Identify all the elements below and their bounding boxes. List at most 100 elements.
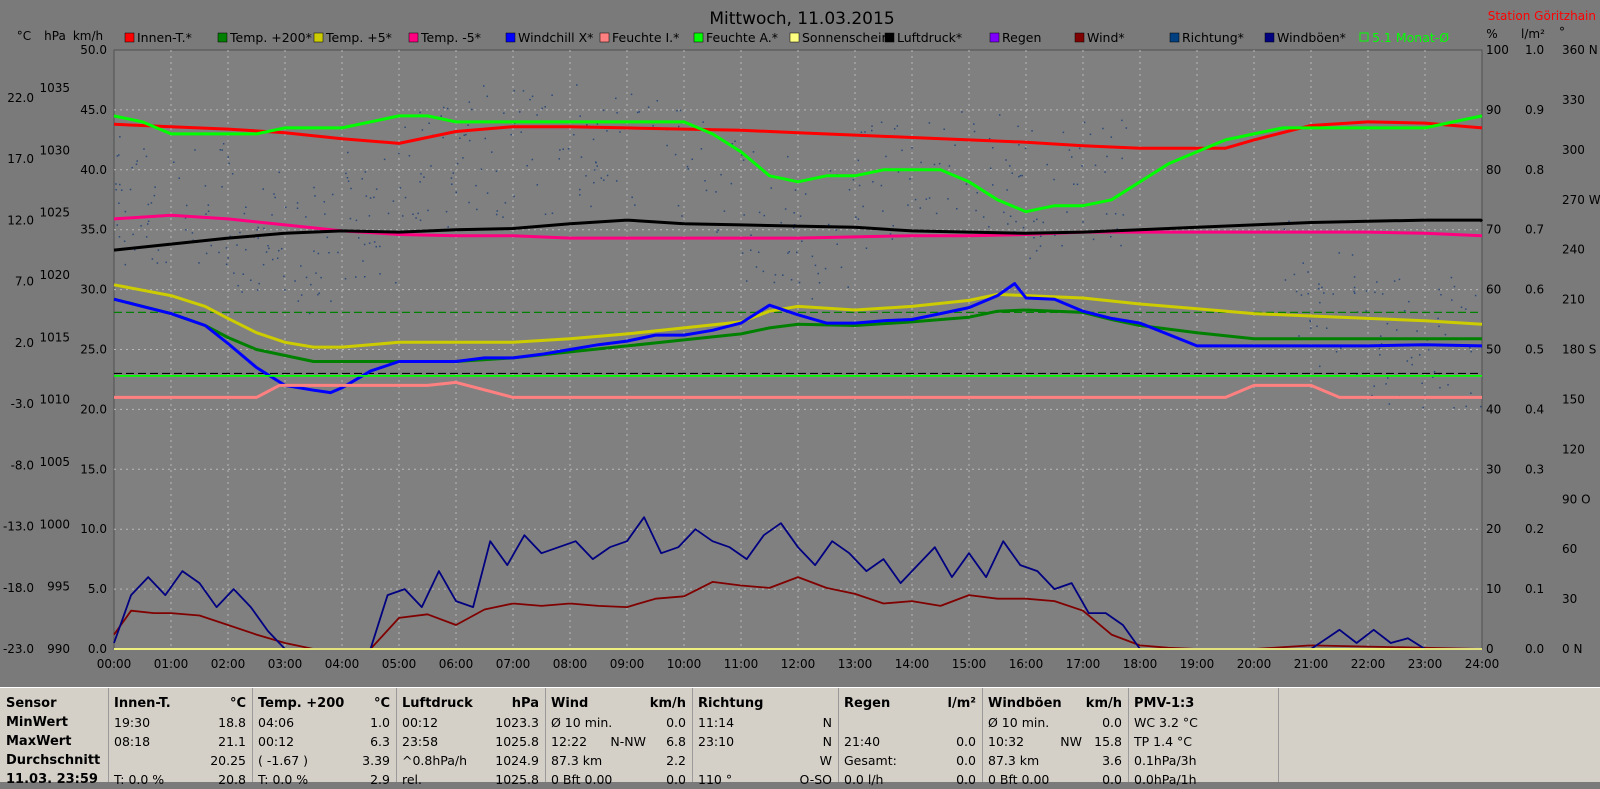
stats-cell-row: 11:14 N: [698, 713, 832, 732]
direction-dot: [330, 300, 332, 302]
direction-dot: [1379, 335, 1382, 337]
direction-dot: [1009, 165, 1011, 167]
direction-dot: [225, 263, 228, 266]
stats-cell-time: T: 0.0 %: [258, 772, 309, 787]
direction-dot: [745, 280, 748, 282]
stats-column-unit: l/m²: [947, 696, 976, 711]
direction-dot: [140, 225, 142, 227]
direction-dot: [741, 252, 744, 254]
axis-tick-label: 100: [1486, 43, 1509, 57]
direction-dot: [136, 160, 138, 162]
direction-dot: [194, 149, 196, 151]
stats-column-header: Luftdruck hPa: [402, 694, 539, 713]
direction-dot: [676, 109, 678, 112]
direction-dot: [471, 108, 473, 111]
direction-dot: [567, 148, 570, 150]
direction-dot: [631, 196, 633, 199]
direction-dot: [793, 227, 795, 229]
stats-column-title: Windböen: [988, 696, 1062, 711]
stats-column: Regen l/m² 21:40 0.0 Gesamt: 0.0 0.0 l/h 0.0: [838, 688, 983, 787]
stats-cell-value: 6.8: [666, 734, 686, 749]
direction-dot: [1121, 119, 1123, 122]
direction-dot: [1398, 278, 1401, 281]
axis-tick-label: -23.0: [3, 642, 34, 656]
direction-dot: [1122, 214, 1125, 216]
direction-dot: [758, 211, 761, 214]
direction-dot: [780, 221, 782, 224]
direction-dot: [1011, 172, 1014, 174]
direction-dot: [450, 183, 453, 186]
axis-tick-label: -13.0: [3, 520, 34, 534]
direction-dot: [920, 161, 922, 164]
direction-dot: [284, 206, 287, 208]
direction-dot: [513, 195, 515, 198]
direction-dot: [305, 216, 307, 218]
legend-label: Wind*: [1087, 30, 1125, 45]
x-tick-label: 00:00: [97, 657, 132, 671]
stats-cell-row: W: [698, 751, 832, 770]
direction-dot: [228, 162, 230, 165]
direction-dot: [257, 226, 259, 229]
axis-tick-label: 90: [1486, 103, 1501, 117]
label-durchschnitt: Durchschnitt: [6, 753, 101, 768]
direction-dot: [297, 300, 300, 302]
label-sensor: Sensor: [6, 696, 57, 711]
direction-dot: [468, 101, 471, 103]
stats-cell-time: 00:12: [258, 734, 295, 749]
direction-dot: [427, 209, 429, 212]
direction-dot: [1284, 279, 1287, 281]
direction-dot: [1288, 220, 1290, 223]
direction-dot: [1386, 322, 1389, 325]
direction-dot: [510, 133, 512, 136]
direction-dot: [652, 125, 654, 127]
direction-dot: [280, 247, 283, 250]
axis-tick-label: 30: [1562, 592, 1577, 606]
direction-dot: [1073, 183, 1075, 185]
direction-dot: [221, 186, 223, 188]
direction-dot: [700, 148, 703, 150]
direction-dot: [824, 267, 827, 270]
direction-dot: [757, 251, 760, 254]
series-line: [113, 297, 1482, 363]
direction-dot: [268, 247, 270, 250]
direction-dot: [256, 229, 258, 231]
stats-cell-value: 6.3: [370, 734, 390, 749]
direction-dot: [919, 207, 922, 209]
direction-dot: [928, 122, 931, 124]
direction-dot: [1325, 327, 1328, 329]
direction-dot: [237, 284, 239, 287]
direction-dot: [408, 154, 411, 157]
axis-tick-label: 90 O: [1562, 492, 1591, 506]
direction-dot: [1046, 163, 1048, 166]
direction-dot: [1033, 220, 1035, 223]
direction-dot: [119, 136, 121, 138]
stats-cell-time: T: 0.0 %: [114, 772, 165, 787]
stats-cell-row: 12:22 N-NW 6.8: [551, 732, 686, 751]
direction-dot: [619, 131, 621, 133]
direction-dot: [165, 261, 167, 264]
direction-dot: [763, 214, 766, 217]
direction-dot: [1121, 157, 1123, 160]
direction-dot: [315, 272, 317, 274]
legend-swatch: [313, 32, 324, 43]
stats-cell-row: T: 0.0 % 2.9: [258, 770, 390, 789]
stats-column-header: Wind km/h: [551, 694, 686, 713]
direction-dot: [419, 181, 421, 183]
stats-cell-value: N: [822, 715, 832, 730]
direction-dot: [495, 213, 498, 216]
axis-tick-label: 22.0: [7, 91, 34, 105]
direction-dot: [364, 171, 367, 173]
direction-dot: [320, 276, 322, 279]
direction-dot: [1353, 276, 1356, 278]
direction-dot: [263, 227, 265, 230]
stats-cell-row: rel. 1025.8: [402, 770, 539, 789]
direction-dot: [233, 272, 235, 274]
x-tick-label: 17:00: [1066, 657, 1101, 671]
direction-dot: [296, 202, 299, 204]
direction-dot: [456, 162, 459, 165]
direction-dot: [278, 249, 280, 252]
series-line: [113, 576, 1483, 650]
direction-dot: [210, 244, 212, 247]
direction-dot: [495, 170, 498, 172]
legend-swatch: [217, 32, 228, 43]
